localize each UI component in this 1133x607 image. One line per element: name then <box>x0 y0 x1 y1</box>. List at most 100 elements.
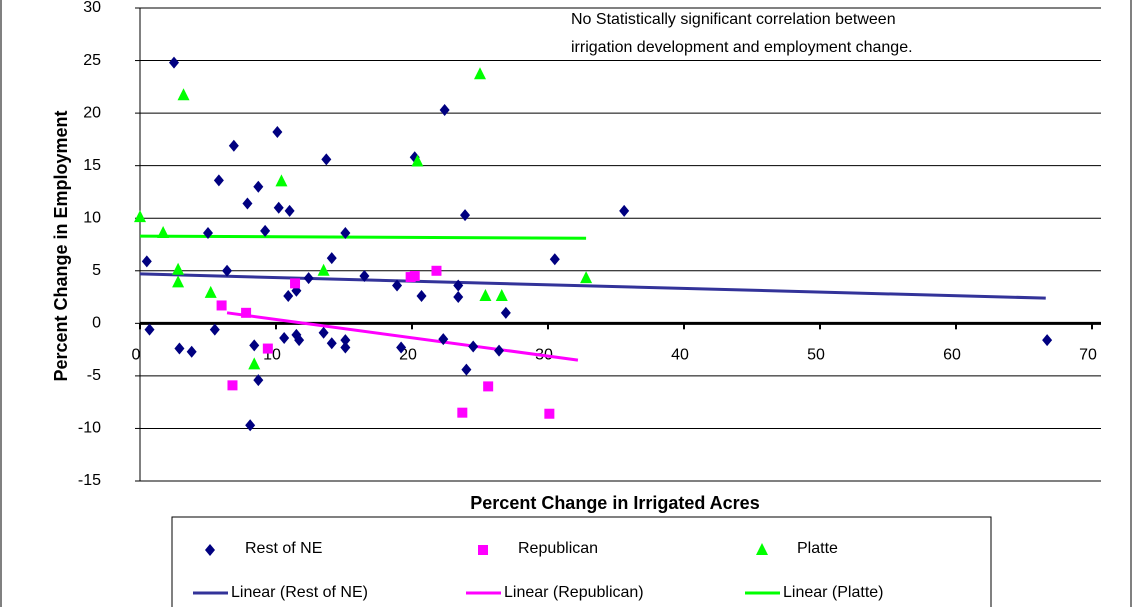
point <box>172 262 185 275</box>
point <box>227 380 238 391</box>
point <box>303 272 314 285</box>
x-tick-label: 70 <box>1079 347 1097 364</box>
legend-marker <box>205 544 215 556</box>
point <box>317 263 330 276</box>
point <box>275 174 288 187</box>
y-tick-label: -10 <box>78 420 101 437</box>
y-tick-label: 30 <box>83 0 101 16</box>
point <box>318 326 329 339</box>
point <box>253 374 264 387</box>
legend-label: Rest of NE <box>245 540 322 557</box>
point <box>461 363 472 376</box>
point <box>468 340 479 353</box>
point <box>204 285 217 298</box>
y-tick-label: 0 <box>92 315 101 332</box>
point <box>479 289 492 302</box>
point <box>396 341 407 354</box>
annotation: irrigation development and employment ch… <box>571 39 913 56</box>
legend-label: Linear (Platte) <box>783 584 884 601</box>
point <box>340 334 351 347</box>
y-tick-label: -15 <box>78 472 101 489</box>
y-tick-label: 5 <box>92 262 101 279</box>
point <box>186 345 197 358</box>
point <box>290 278 301 289</box>
x-tick-label: 0 <box>132 347 141 364</box>
point <box>284 204 295 217</box>
point <box>321 153 332 166</box>
point <box>544 408 555 419</box>
x-tick-label: 20 <box>399 347 417 364</box>
point <box>326 337 337 350</box>
trendline <box>139 234 587 240</box>
point <box>172 275 185 288</box>
y-tick-label: 15 <box>83 157 101 174</box>
point <box>416 290 427 303</box>
legend-marker <box>478 545 488 555</box>
point <box>253 180 264 193</box>
point <box>460 209 471 222</box>
point <box>134 210 146 223</box>
point <box>392 279 403 292</box>
point <box>340 341 351 354</box>
point <box>411 154 424 167</box>
x-axis-title: Percent Change in Irrigated Acres <box>470 493 759 513</box>
point <box>1042 334 1053 347</box>
point <box>500 306 511 319</box>
point <box>619 204 630 217</box>
point <box>431 265 442 276</box>
trendline <box>139 272 1046 300</box>
point <box>228 139 239 152</box>
point <box>216 300 227 311</box>
trendline <box>226 311 579 362</box>
legend-label: Platte <box>797 540 838 557</box>
point <box>283 290 294 303</box>
point <box>157 225 170 238</box>
point <box>213 174 224 187</box>
point <box>144 323 155 336</box>
legend-label: Republican <box>518 540 598 557</box>
point <box>222 264 233 277</box>
point <box>453 279 464 292</box>
point <box>279 332 290 345</box>
x-tick-label: 60 <box>943 347 961 364</box>
point <box>580 271 593 284</box>
y-axis-title: Percent Change in Employment <box>51 110 71 381</box>
point <box>273 201 284 214</box>
annotation: No Statistically significant correlation… <box>571 11 896 28</box>
point <box>495 289 508 302</box>
legend-marker <box>756 543 768 555</box>
point <box>241 307 252 318</box>
y-tick-label: 10 <box>83 209 101 226</box>
point <box>474 67 486 80</box>
point <box>294 334 305 347</box>
y-tick-label: 25 <box>83 52 101 69</box>
point <box>242 197 253 210</box>
point <box>409 271 420 282</box>
point <box>549 253 560 266</box>
point <box>245 419 256 432</box>
point <box>326 252 337 265</box>
point <box>483 381 494 392</box>
point <box>494 344 505 357</box>
x-tick-label: 40 <box>671 347 689 364</box>
point <box>453 291 464 304</box>
point <box>177 88 190 101</box>
point <box>340 226 351 239</box>
point <box>272 126 283 139</box>
point <box>169 56 179 69</box>
point <box>249 339 260 352</box>
point <box>262 343 273 354</box>
point <box>359 270 370 283</box>
point <box>209 323 220 336</box>
point <box>457 407 468 418</box>
point <box>438 333 449 346</box>
y-tick-label: 20 <box>83 104 101 121</box>
y-tick-label: -5 <box>87 367 101 384</box>
point <box>248 357 261 370</box>
point <box>260 224 271 237</box>
point <box>141 255 152 268</box>
legend-label: Linear (Rest of NE) <box>231 584 368 601</box>
legend-box <box>171 516 992 607</box>
x-tick-label: 50 <box>807 347 825 364</box>
